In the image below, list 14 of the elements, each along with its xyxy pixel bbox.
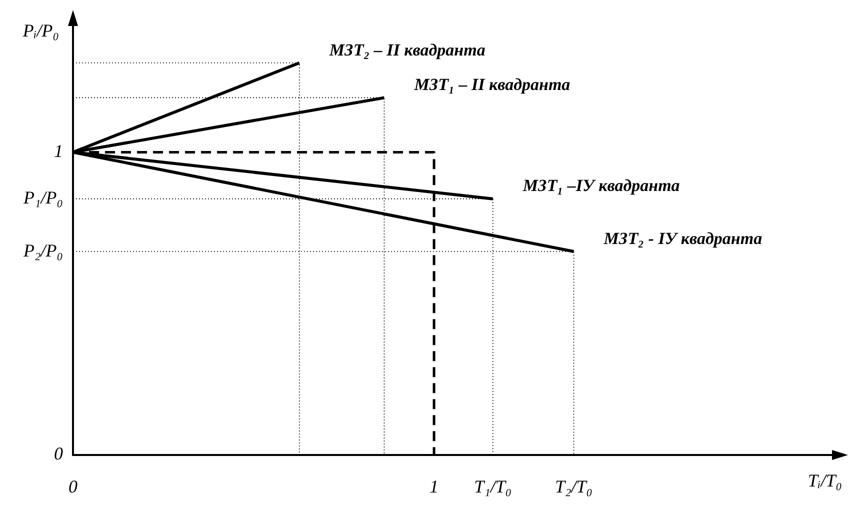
x-tick-label: 0 bbox=[68, 476, 78, 497]
series-label: МЗТ₂ – II квадранта bbox=[328, 40, 486, 60]
y-tick-label: 0 bbox=[54, 444, 63, 464]
y-tick-label: 1 bbox=[54, 140, 63, 161]
series-label: МЗТ₂ - IУ квадранта bbox=[602, 228, 763, 248]
x-tick-label: T₁/T₀ bbox=[474, 476, 512, 497]
y-tick-label: P₂/P₀ bbox=[22, 240, 63, 260]
x-axis-title: Tᵢ/T₀ bbox=[808, 470, 842, 491]
y-axis-title: Pᵢ/P₀ bbox=[22, 20, 59, 41]
x-tick-label: T₂/T₀ bbox=[554, 476, 593, 497]
x-tick-label: 1 bbox=[430, 476, 439, 497]
series-label: МЗТ₁ – II квадранта bbox=[413, 75, 571, 94]
y-tick-label: P₁/P₀ bbox=[22, 188, 63, 208]
series-label: МЗТ₁ –IУ квадранта bbox=[522, 176, 680, 196]
